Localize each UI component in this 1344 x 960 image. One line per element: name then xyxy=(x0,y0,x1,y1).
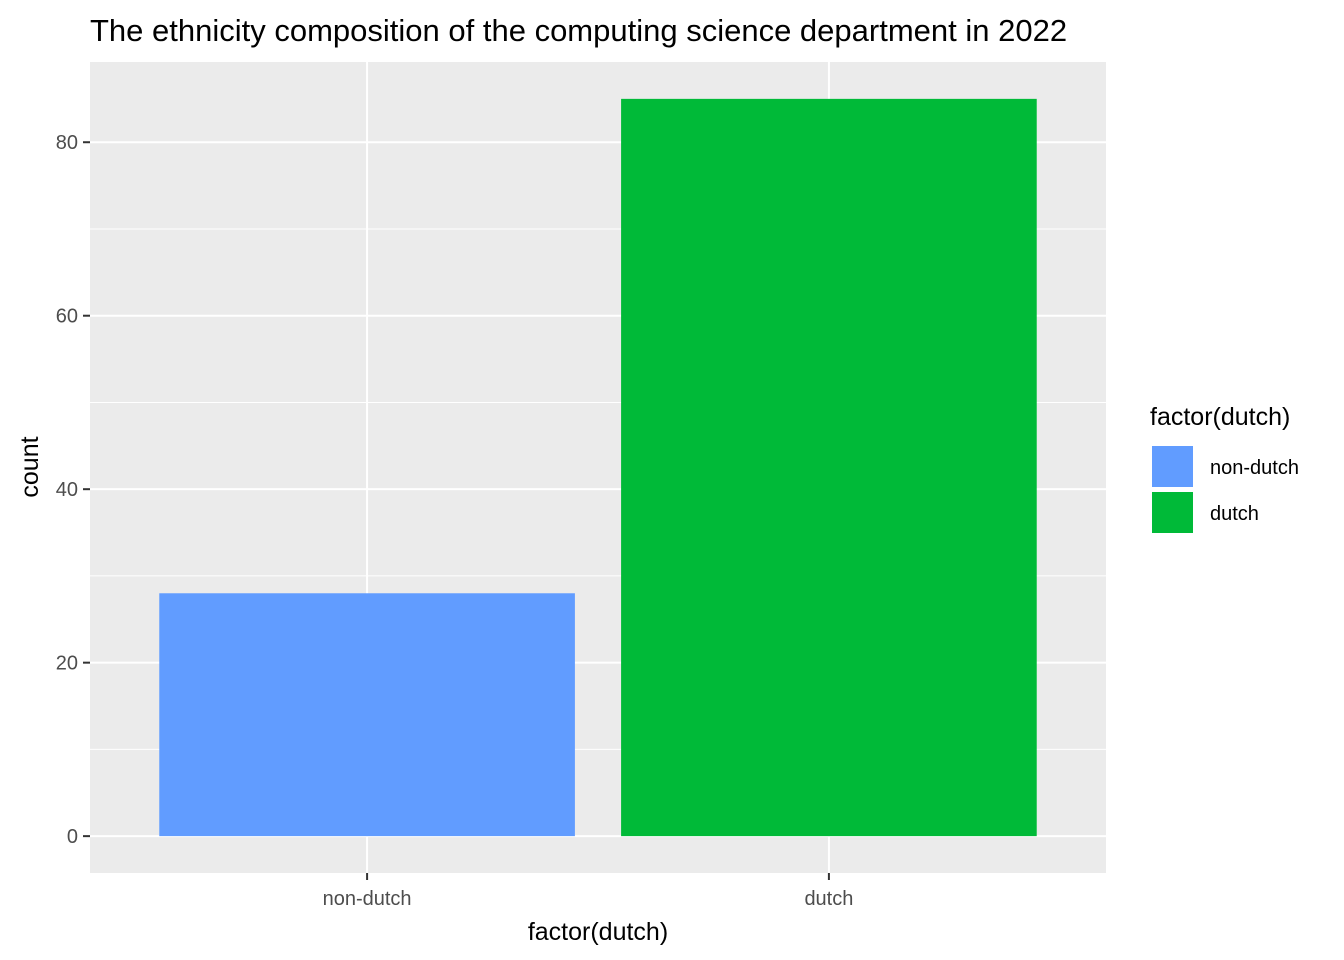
legend-label: non-dutch xyxy=(1210,457,1299,479)
y-axis-title: count xyxy=(16,436,44,497)
x-axis: non-dutch dutch xyxy=(323,873,853,910)
legend-title: factor(dutch) xyxy=(1150,403,1290,431)
bar-dutch xyxy=(621,98,1037,837)
legend: factor(dutch) non-dutch dutch xyxy=(1150,403,1299,535)
legend-key xyxy=(1150,444,1195,489)
bars xyxy=(159,98,1037,837)
y-tick-label: 20 xyxy=(56,653,78,675)
x-tick-label: non-dutch xyxy=(323,888,412,910)
y-tick-label: 80 xyxy=(56,132,78,154)
legend-entries: non-dutch dutch xyxy=(1150,444,1299,535)
y-tick-label: 40 xyxy=(56,479,78,501)
bar-non-dutch xyxy=(159,593,575,837)
x-tick-label: dutch xyxy=(804,888,853,910)
y-tick-label: 0 xyxy=(67,826,78,848)
legend-label: dutch xyxy=(1210,503,1259,525)
x-axis-title: factor(dutch) xyxy=(528,918,668,946)
chart-title: The ethnicity composition of the computi… xyxy=(90,13,1067,48)
legend-key xyxy=(1150,490,1195,535)
y-axis: 0 20 40 60 80 xyxy=(56,132,90,848)
y-tick-label: 60 xyxy=(56,306,78,328)
